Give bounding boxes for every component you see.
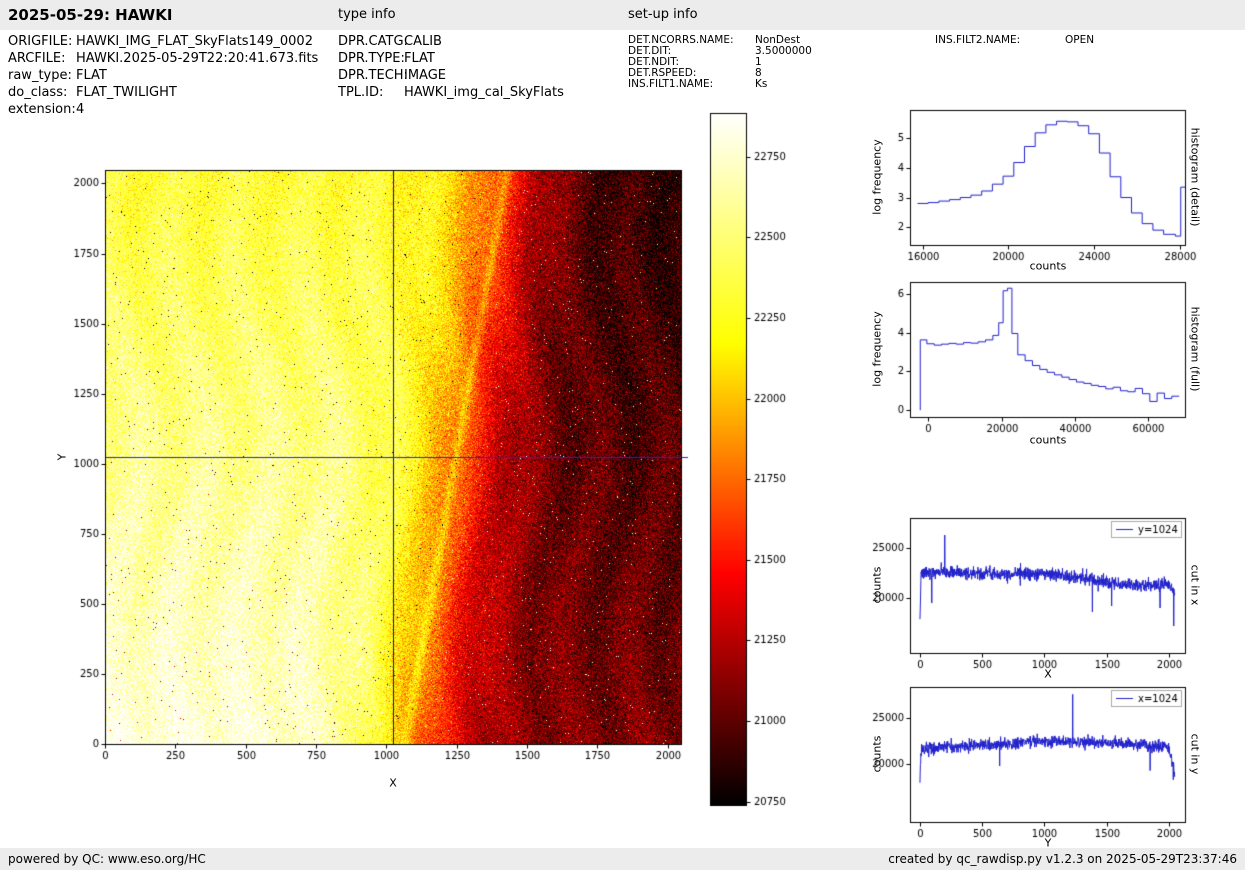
meta-row: do_class: FLAT_TWILIGHT <box>8 84 318 101</box>
meta-value: 4 <box>76 102 85 117</box>
meta-value: HAWKI.2025-05-29T22:20:41.673.fits <box>76 51 319 66</box>
meta-value: FLAT <box>404 51 435 66</box>
meta-key: DPR.CATG: <box>338 34 408 49</box>
footer-left-text: powered by QC: www.eso.org/HC <box>8 852 206 866</box>
meta-key: do_class: <box>8 85 68 100</box>
hist-detail-xaxis-label: counts <box>1029 259 1067 273</box>
meta-key: DET.RSPEED: <box>628 67 697 79</box>
meta-row: INS.FILT1.NAME: Ks <box>628 79 812 90</box>
meta-key: DET.NCORRS.NAME: <box>628 34 734 46</box>
meta-row: DET.DIT: 3.5000000 <box>628 46 812 57</box>
meta-key: DET.NDIT: <box>628 56 680 68</box>
meta-row: INS.FILT2.NAME: OPEN <box>935 35 1094 46</box>
meta-value: 3.5000000 <box>755 45 812 57</box>
meta-key: DPR.TECH: <box>338 68 408 83</box>
cut-in-x-plot <box>860 508 1200 683</box>
filter2-info-block: INS.FILT2.NAME: OPEN <box>935 35 1094 46</box>
meta-row: DET.RSPEED: 8 <box>628 68 812 79</box>
cut-in-y-plot <box>860 677 1200 847</box>
meta-key: ARCFILE: <box>8 51 66 66</box>
cut-x-title: cut in x <box>1188 564 1202 606</box>
meta-row: ARCFILE: HAWKI.2025-05-29T22:20:41.673.fi… <box>8 50 318 67</box>
colorbar <box>700 105 815 825</box>
meta-row: TPL.ID: HAWKI_img_cal_SkyFlats <box>338 84 564 101</box>
meta-key: extension: <box>8 102 76 117</box>
meta-value: FLAT_TWILIGHT <box>76 85 177 100</box>
cut-x-xaxis-label: X <box>1044 667 1052 681</box>
main-yaxis-label: Y <box>55 453 69 461</box>
meta-value: 8 <box>755 67 762 79</box>
meta-key: INS.FILT1.NAME: <box>628 78 714 90</box>
meta-key: raw_type: <box>8 68 72 83</box>
main-xaxis-label: X <box>389 776 397 790</box>
meta-key: DET.DIT: <box>628 45 672 57</box>
meta-row: raw_type: FLAT <box>8 67 318 84</box>
hist-full-yaxis-label: log frequency <box>870 311 884 387</box>
footer-right-text: created by qc_rawdisp.py v1.2.3 on 2025-… <box>888 852 1237 866</box>
footer-bar: powered by QC: www.eso.org/HC created by… <box>0 848 1245 870</box>
hist-full-title: histogram (full) <box>1188 306 1202 392</box>
meta-value: HAWKI_img_cal_SkyFlats <box>404 85 564 100</box>
header-bar: 2025-05-29: HAWKI type info set-up info <box>0 0 1245 30</box>
meta-key: INS.FILT2.NAME: <box>935 34 1021 46</box>
hist-detail-title: histogram (detail) <box>1188 127 1202 227</box>
histogram-detail-plot <box>860 100 1200 275</box>
setup-info-label: set-up info <box>628 7 698 22</box>
meta-value: HAWKI_IMG_FLAT_SkyFlats149_0002 <box>76 34 313 49</box>
type-info-label: type info <box>338 7 396 22</box>
meta-row: ORIGFILE: HAWKI_IMG_FLAT_SkyFlats149_0002 <box>8 33 318 50</box>
cut-x-yaxis-label: counts <box>870 566 884 604</box>
hist-full-xaxis-label: counts <box>1029 433 1067 447</box>
type-info-block: DPR.CATG:CALIB DPR.TYPE:FLAT DPR.TECH:IM… <box>338 33 564 101</box>
setup-info-block: DET.NCORRS.NAME: NonDest DET.DIT: 3.500000… <box>628 35 812 90</box>
cut-y-xaxis-label: Y <box>1044 836 1052 850</box>
meta-row: DET.NCORRS.NAME: NonDest <box>628 35 812 46</box>
meta-row: DPR.TECH:IMAGE <box>338 67 564 84</box>
cut-y-yaxis-label: counts <box>870 735 884 773</box>
meta-key: ORIGFILE: <box>8 34 73 49</box>
meta-value: FLAT <box>76 68 107 83</box>
meta-key: TPL.ID: <box>338 85 384 100</box>
meta-value: Ks <box>755 78 768 90</box>
meta-value: NonDest <box>755 34 801 46</box>
report-title: 2025-05-29: HAWKI <box>8 6 173 24</box>
meta-value: IMAGE <box>404 68 447 83</box>
cut-y-title: cut in y <box>1188 733 1202 775</box>
file-info-block: ORIGFILE: HAWKI_IMG_FLAT_SkyFlats149_0002… <box>8 33 318 118</box>
meta-value: OPEN <box>1065 34 1095 46</box>
meta-row: DET.NDIT: 1 <box>628 57 812 68</box>
flat-field-image-plot <box>60 150 700 805</box>
hist-detail-yaxis-label: log frequency <box>870 139 884 215</box>
meta-row: extension:4 <box>8 101 318 118</box>
meta-row: DPR.CATG:CALIB <box>338 33 564 50</box>
meta-value: CALIB <box>404 34 442 49</box>
histogram-full-plot <box>860 272 1200 447</box>
meta-row: DPR.TYPE:FLAT <box>338 50 564 67</box>
meta-key: DPR.TYPE: <box>338 51 405 66</box>
meta-value: 1 <box>755 56 762 68</box>
